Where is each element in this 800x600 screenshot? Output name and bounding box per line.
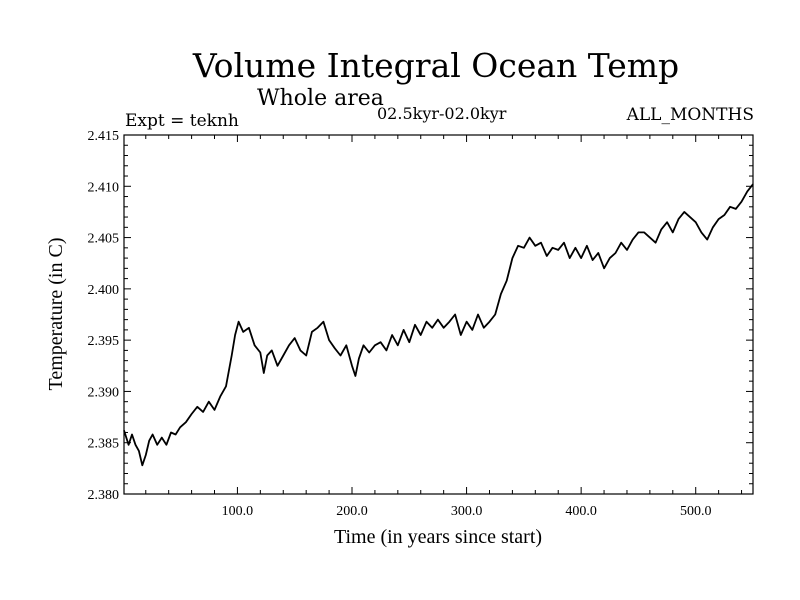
- x-axis-label: Time (in years since start): [334, 526, 542, 548]
- months-label: ALL_MONTHS: [626, 105, 754, 125]
- y-tick-label: 2.415: [88, 129, 120, 144]
- series-line-0: [123, 183, 754, 467]
- y-tick-label: 2.385: [88, 437, 120, 452]
- period-label: 02.5kyr-02.0kyr: [377, 104, 507, 123]
- y-tick-label: 2.395: [88, 334, 120, 349]
- chart-title: Volume Integral Ocean Temp: [192, 46, 680, 85]
- x-tick-label: 100.0: [222, 504, 254, 519]
- x-tick-label: 200.0: [336, 504, 368, 519]
- y-tick-label: 2.410: [88, 180, 120, 195]
- y-tick-label: 2.390: [88, 385, 120, 400]
- y-tick-label: 2.400: [88, 283, 120, 298]
- y-tick-label: 2.380: [88, 488, 120, 503]
- x-tick-label: 400.0: [565, 504, 597, 519]
- y-tick-label: 2.405: [88, 232, 120, 247]
- y-axis-label: Temperature (in C): [45, 238, 67, 391]
- experiment-label: Expt = teknh: [125, 111, 239, 131]
- x-tick-label: 500.0: [680, 504, 712, 519]
- plot-frame: [123, 134, 754, 495]
- x-tick-label: 300.0: [451, 504, 483, 519]
- chart-subtitle: Whole area: [257, 86, 384, 111]
